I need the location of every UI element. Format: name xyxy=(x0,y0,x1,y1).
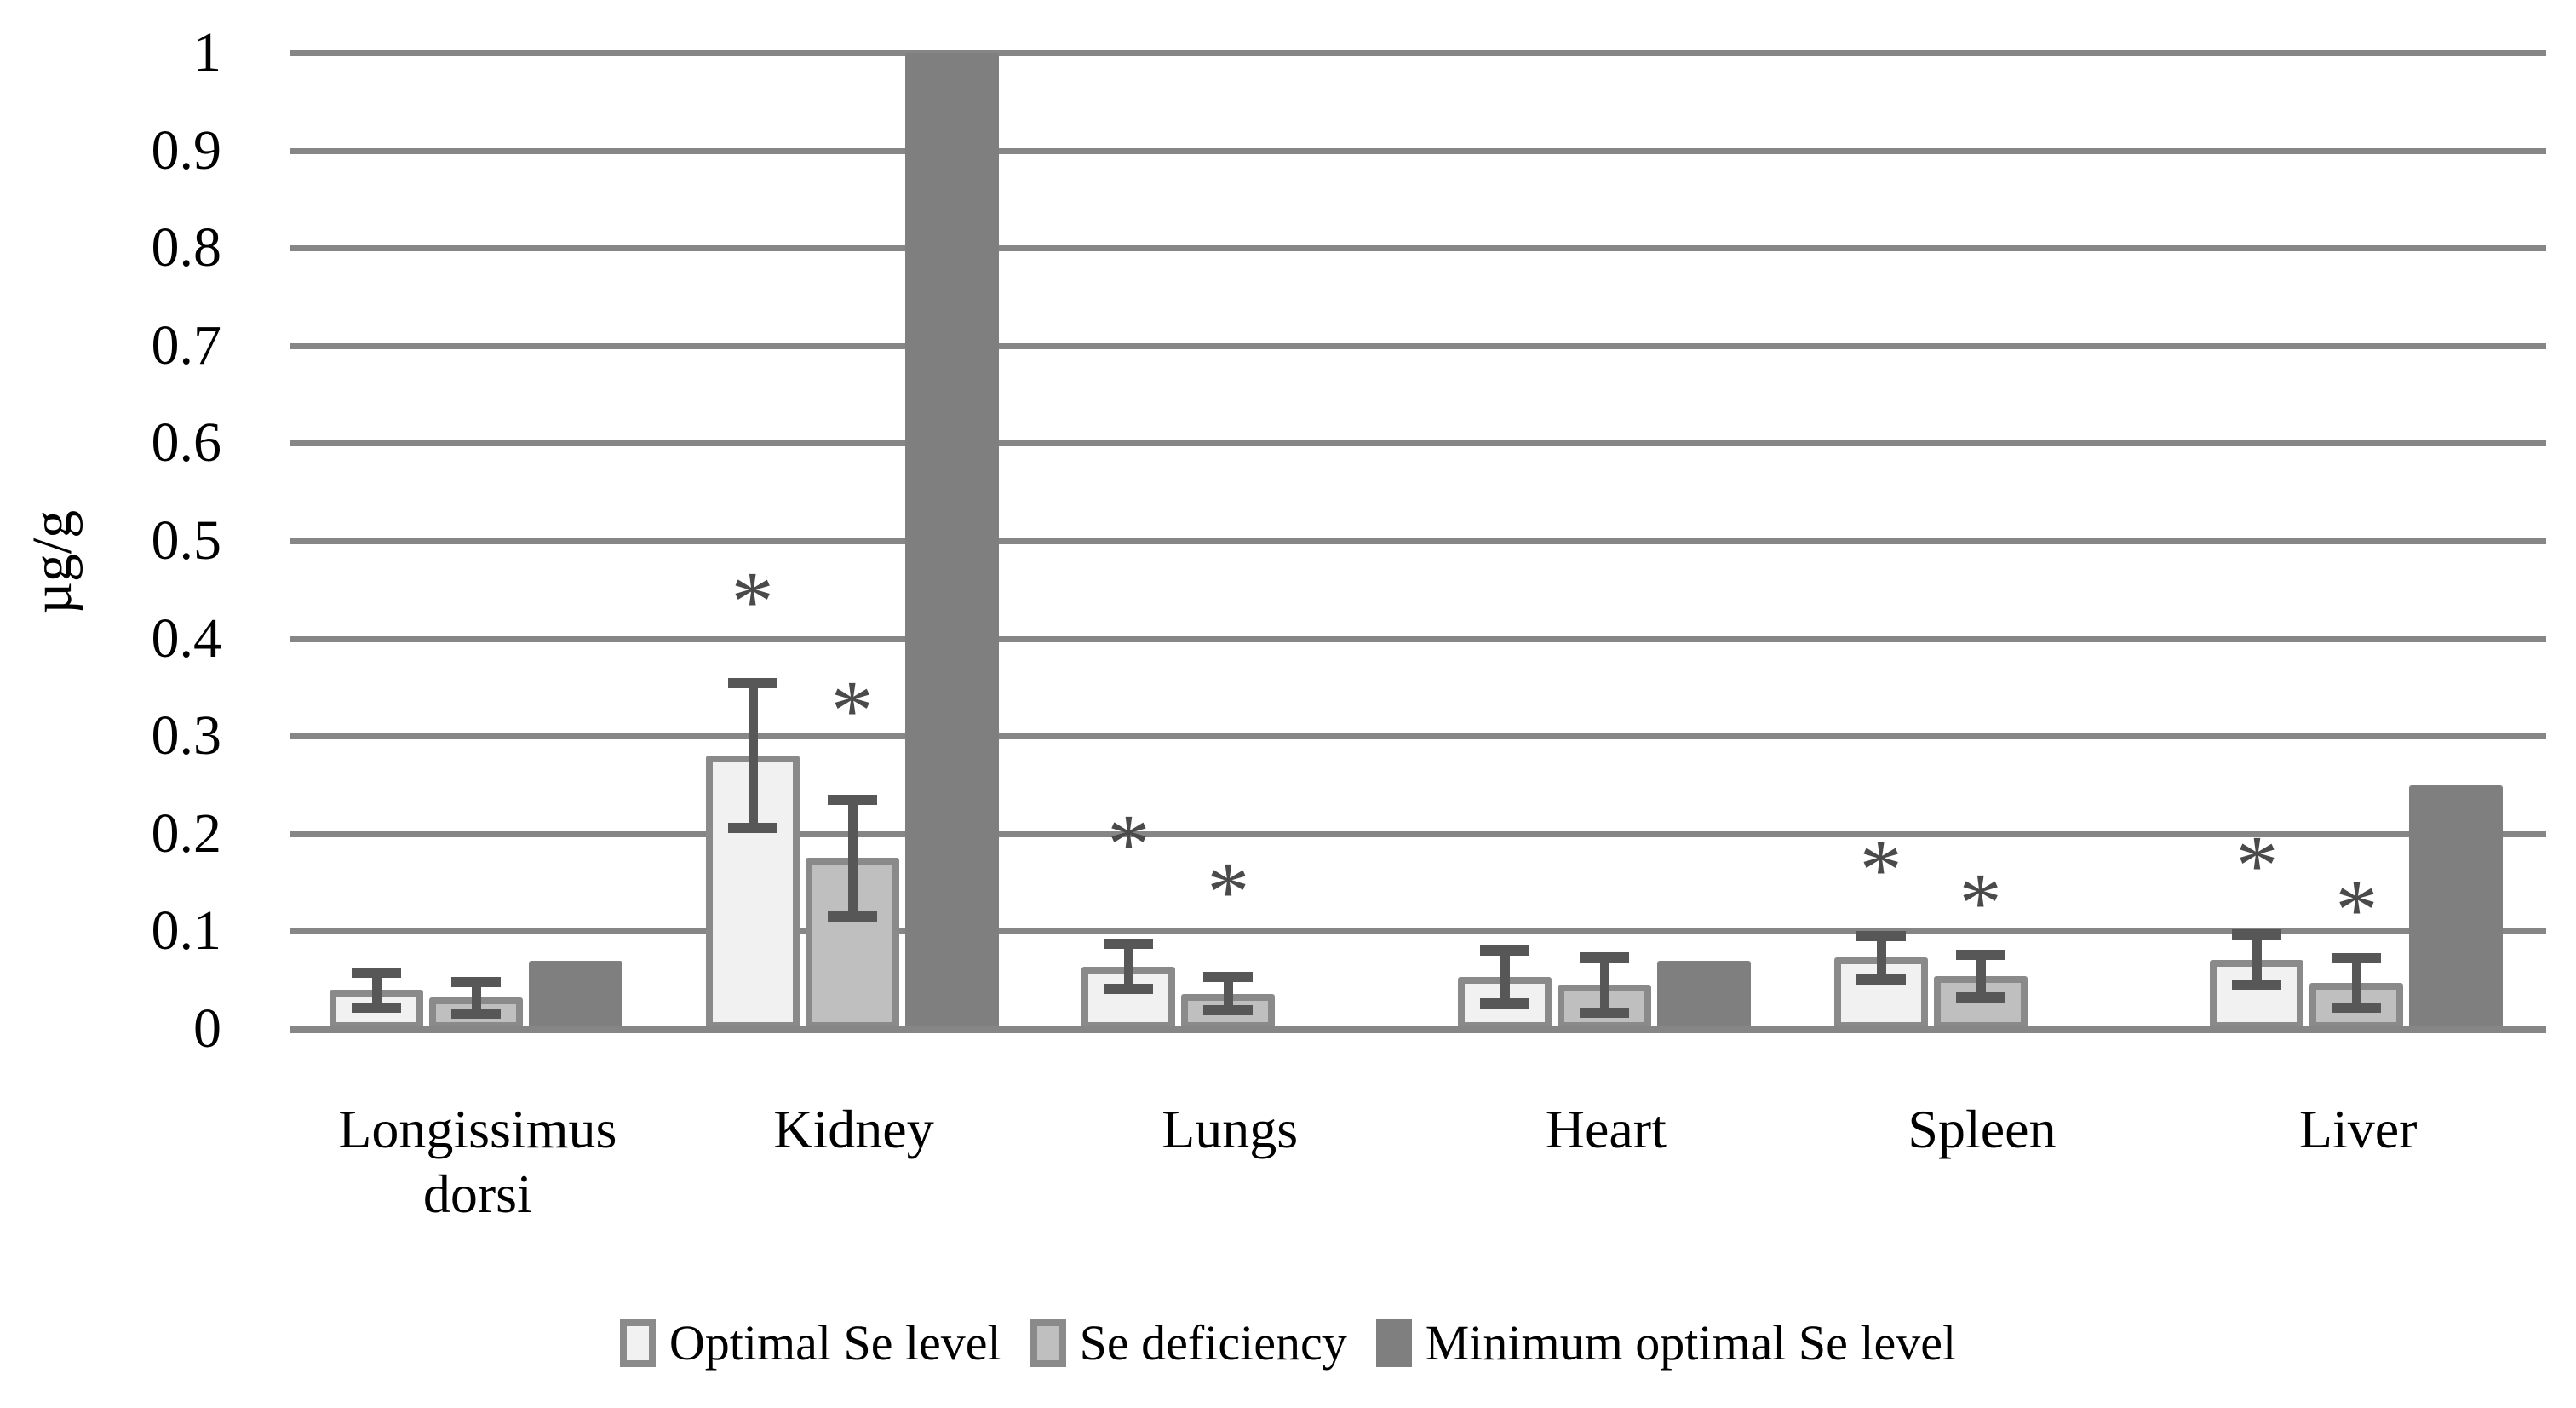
error-bar-cap-bottom xyxy=(2332,1002,2382,1013)
gridline-0.8 xyxy=(290,245,2546,252)
significance-asterisk-spleen-se-deficiency: * xyxy=(1959,854,2002,950)
error-bar-cap-top xyxy=(451,976,501,987)
significance-asterisk-liver-optimal-se-level: * xyxy=(2235,818,2279,913)
error-bar-liver-se-deficiency xyxy=(2352,958,2362,1008)
y-tick-label-0.1: 0.1 xyxy=(151,899,222,963)
legend-label-minimum: Minimum optimal Se level xyxy=(1425,1315,1957,1371)
error-bar-cap-top xyxy=(1580,952,1629,963)
significance-asterisk-kidney-optimal-se-level: * xyxy=(731,553,774,648)
error-bar-liver-optimal-se-level xyxy=(2252,934,2263,986)
significance-asterisk-lungs-optimal-se-level: * xyxy=(1107,796,1150,892)
error-bar-cap-bottom xyxy=(1856,974,1906,985)
gridline-0.2 xyxy=(290,830,2546,837)
y-tick-label-0.9: 0.9 xyxy=(151,118,222,181)
x-axis-baseline xyxy=(290,1026,2546,1033)
gridline-1 xyxy=(290,50,2546,56)
category-label-longissimus-dorsi: Longissimus dorsi xyxy=(338,1099,617,1224)
error-bar-cap-bottom xyxy=(352,1002,401,1013)
error-bar-cap-bottom xyxy=(2232,980,2282,991)
error-bar-cap-top xyxy=(1955,949,2005,960)
error-bar-cap-top xyxy=(2232,928,2282,940)
error-bar-longissimus-dorsi-se-deficiency xyxy=(472,981,481,1014)
gridline-0.9 xyxy=(290,147,2546,154)
bar-minimum-optimal-se-level-heart xyxy=(1657,960,1751,1029)
significance-asterisk-liver-se-deficiency: * xyxy=(2335,861,2378,957)
error-bar-cap-bottom xyxy=(1480,998,1529,1009)
y-tick-label-1: 1 xyxy=(193,21,221,83)
category-label-spleen: Spleen xyxy=(1908,1099,2057,1159)
error-bar-cap-bottom xyxy=(1203,1005,1254,1016)
legend-label-optimal: Optimal Se level xyxy=(668,1315,1001,1371)
y-tick-label-0.4: 0.4 xyxy=(151,606,222,670)
error-bar-cap-bottom xyxy=(727,822,777,833)
error-bar-cap-top xyxy=(1480,945,1529,957)
gridline-0.4 xyxy=(290,635,2546,642)
legend-swatch-deficiency xyxy=(1030,1319,1066,1367)
error-bar-heart-se-deficiency xyxy=(1600,957,1609,1013)
error-bar-cap-bottom xyxy=(1955,992,2005,1003)
bar-minimum-optimal-se-level-longissimus-dorsi xyxy=(529,960,622,1029)
error-bar-cap-bottom xyxy=(827,911,877,922)
category-label-heart: Heart xyxy=(1545,1099,1667,1159)
category-label-kidney: Kidney xyxy=(773,1099,934,1159)
y-tick-label-0.2: 0.2 xyxy=(151,802,222,865)
error-bar-cap-top xyxy=(1104,939,1154,950)
y-tick-label-0: 0 xyxy=(193,997,221,1060)
category-label-liver: Liver xyxy=(2298,1099,2418,1159)
error-bar-cap-bottom xyxy=(1104,984,1154,994)
error-bar-cap-bottom xyxy=(451,1008,501,1019)
y-tick-label-0.8: 0.8 xyxy=(151,216,222,279)
y-tick-label-0.3: 0.3 xyxy=(151,704,222,767)
legend-item-optimal: Optimal Se level xyxy=(619,1315,1001,1371)
error-bar-cap-top xyxy=(1856,931,1906,942)
bar-minimum-optimal-se-level-kidney xyxy=(904,53,999,1029)
error-bar-kidney-se-deficiency xyxy=(847,799,858,917)
y-tick-label-0.6: 0.6 xyxy=(151,411,222,474)
significance-asterisk-spleen-optimal-se-level: * xyxy=(1859,821,1902,917)
error-bar-lungs-se-deficiency xyxy=(1224,977,1234,1011)
error-bar-longissimus-dorsi-optimal-se-level xyxy=(372,972,382,1008)
error-bar-cap-top xyxy=(352,967,401,978)
legend-swatch-minimum xyxy=(1375,1319,1412,1367)
legend-swatch-optimal xyxy=(619,1319,656,1367)
gridline-0.3 xyxy=(290,733,2546,740)
error-bar-heart-optimal-se-level xyxy=(1500,951,1510,1004)
error-bar-spleen-se-deficiency xyxy=(1976,954,1986,998)
legend: Optimal Se level Se deficiency Minimum o… xyxy=(0,1316,2576,1371)
gridline-0.7 xyxy=(290,342,2546,349)
bar-minimum-optimal-se-level-liver xyxy=(2409,784,2504,1029)
legend-item-minimum: Minimum optimal Se level xyxy=(1375,1315,1957,1371)
error-bar-cap-top xyxy=(727,678,777,689)
error-bar-cap-top xyxy=(1203,972,1254,983)
gridline-0.1 xyxy=(290,928,2546,935)
legend-item-deficiency: Se deficiency xyxy=(1030,1316,1347,1371)
significance-asterisk-kidney-se-deficiency: * xyxy=(830,663,874,758)
error-bar-kidney-optimal-se-level xyxy=(748,683,758,828)
error-bar-spleen-optimal-se-level xyxy=(1876,936,1886,980)
error-bar-cap-top xyxy=(827,794,877,805)
significance-asterisk-lungs-se-deficiency: * xyxy=(1207,844,1250,940)
legend-label-deficiency: Se deficiency xyxy=(1079,1315,1347,1371)
y-tick-label-0.7: 0.7 xyxy=(151,313,222,376)
error-bar-cap-bottom xyxy=(1580,1007,1629,1018)
gridline-0.5 xyxy=(290,538,2546,544)
error-bar-lungs-optimal-se-level xyxy=(1124,944,1134,989)
error-bar-cap-top xyxy=(2332,953,2382,964)
category-label-lungs: Lungs xyxy=(1162,1099,1299,1159)
gridline-0.6 xyxy=(290,440,2546,447)
y-tick-label-0.5: 0.5 xyxy=(151,509,222,572)
